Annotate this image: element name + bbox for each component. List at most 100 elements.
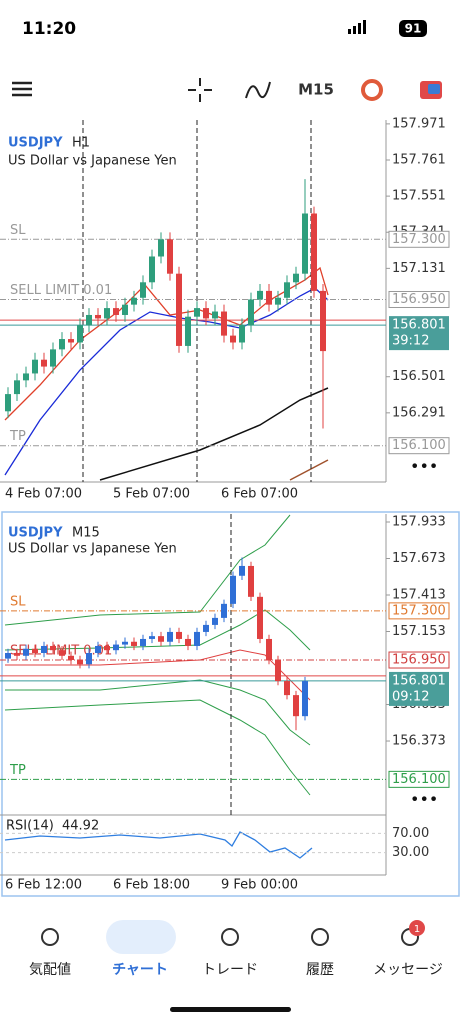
nav-icon [221,928,239,946]
candle-body [131,641,137,646]
candle-body [221,603,227,618]
candle-body [230,335,236,343]
candle-body [104,308,110,319]
candle-body [95,645,101,653]
rsi-level-label: 70.00 [392,826,429,841]
price-label: 157.971 [392,116,446,131]
candle-body [149,636,155,639]
active-chart-frame [1,511,460,897]
candle-body [212,617,218,625]
clock: 11:20 [22,19,76,39]
symbol: USDJPY [8,136,63,151]
bollinger-band [4,514,291,626]
candle-body [185,638,191,646]
candle-body [293,273,299,283]
candle-body [167,239,173,274]
price-box-label: 157.300 [392,603,446,618]
price-label: 157.413 [392,588,446,603]
candle-body [77,660,83,665]
candle-body [194,631,200,646]
ma-line [99,387,329,481]
candle-body [302,213,308,274]
time-label: 6 Feb 12:00 [5,878,82,893]
symbol: USDJPY [8,526,63,541]
trade-icon [428,84,440,94]
candle-body [95,314,101,319]
candle-body [203,624,209,632]
price-label: 157.761 [392,153,446,168]
order-label: TP [9,429,26,444]
time-label: 6 Feb 07:00 [221,487,298,502]
nav-label[interactable]: メッセージ [373,962,443,978]
timeframe-button[interactable]: M15 [298,81,334,99]
candle-body [104,645,110,651]
timeframe: H1 [72,136,90,151]
nav-label[interactable]: 気配値 [29,962,71,978]
home-indicator [170,1007,291,1012]
candle-body [77,325,83,343]
price-label: 157.153 [392,624,446,639]
price-box [388,602,450,620]
current-price: 156.801 [392,318,446,333]
rsi-value: 44.92 [62,819,99,834]
ma-line [4,266,329,421]
objects-button[interactable] [361,79,383,101]
candle-body [257,596,263,639]
candle-body [239,565,245,576]
candle-body [32,648,38,653]
candle-body [275,297,281,305]
battery-level: 91 [405,22,422,36]
description: US Dollar vs Japanese Yen [8,154,177,169]
ma-line [289,459,329,481]
candle-body [131,297,137,305]
candle-body [122,304,128,315]
candle-body [50,645,56,651]
candle-body [5,652,11,659]
description: US Dollar vs Japanese Yen [8,542,177,557]
candle-body [59,339,65,350]
nav-icon [311,928,329,946]
crosshair-button[interactable] [188,78,212,102]
price-label: 156.373 [392,734,446,749]
candle-body [221,311,227,336]
bollinger-mid [5,649,311,701]
battery [399,20,427,37]
nav-active [106,920,176,954]
candle-body [14,652,20,656]
menu-button[interactable] [12,81,32,97]
rsi-name: RSI(14) [6,819,54,834]
order-label: SL [10,594,26,609]
candle-body [266,638,272,661]
price-box [388,437,450,455]
price-box [388,770,450,788]
price-box [388,290,450,308]
nav-label[interactable]: トレード [202,962,258,978]
time-label: 5 Feb 07:00 [113,487,190,502]
candle-body [275,660,281,682]
price-box-label: 156.950 [392,292,446,307]
more: ••• [410,790,438,809]
candle-body [320,290,326,352]
candle-body [23,648,29,656]
candle-body [212,311,218,319]
bollinger-band [4,699,311,796]
indicators-button[interactable] [245,81,271,99]
candle-body [5,394,11,412]
nav-icon [41,928,59,946]
candle-body [194,308,200,317]
badge-count: 1 [414,924,420,935]
candle-body [158,636,164,642]
signal [348,20,366,34]
candle-body [14,380,20,395]
nav-label[interactable]: 履歴 [306,962,334,978]
candle-body [23,373,29,381]
candle-body [293,695,299,717]
price-box-label: 156.100 [392,438,446,453]
time-label: 6 Feb 18:00 [113,878,190,893]
candle-body [302,681,308,717]
timeframe: M15 [72,526,100,541]
order-label: SL [10,223,26,238]
nav-label[interactable]: チャート [112,962,168,978]
candle-body [284,681,290,696]
